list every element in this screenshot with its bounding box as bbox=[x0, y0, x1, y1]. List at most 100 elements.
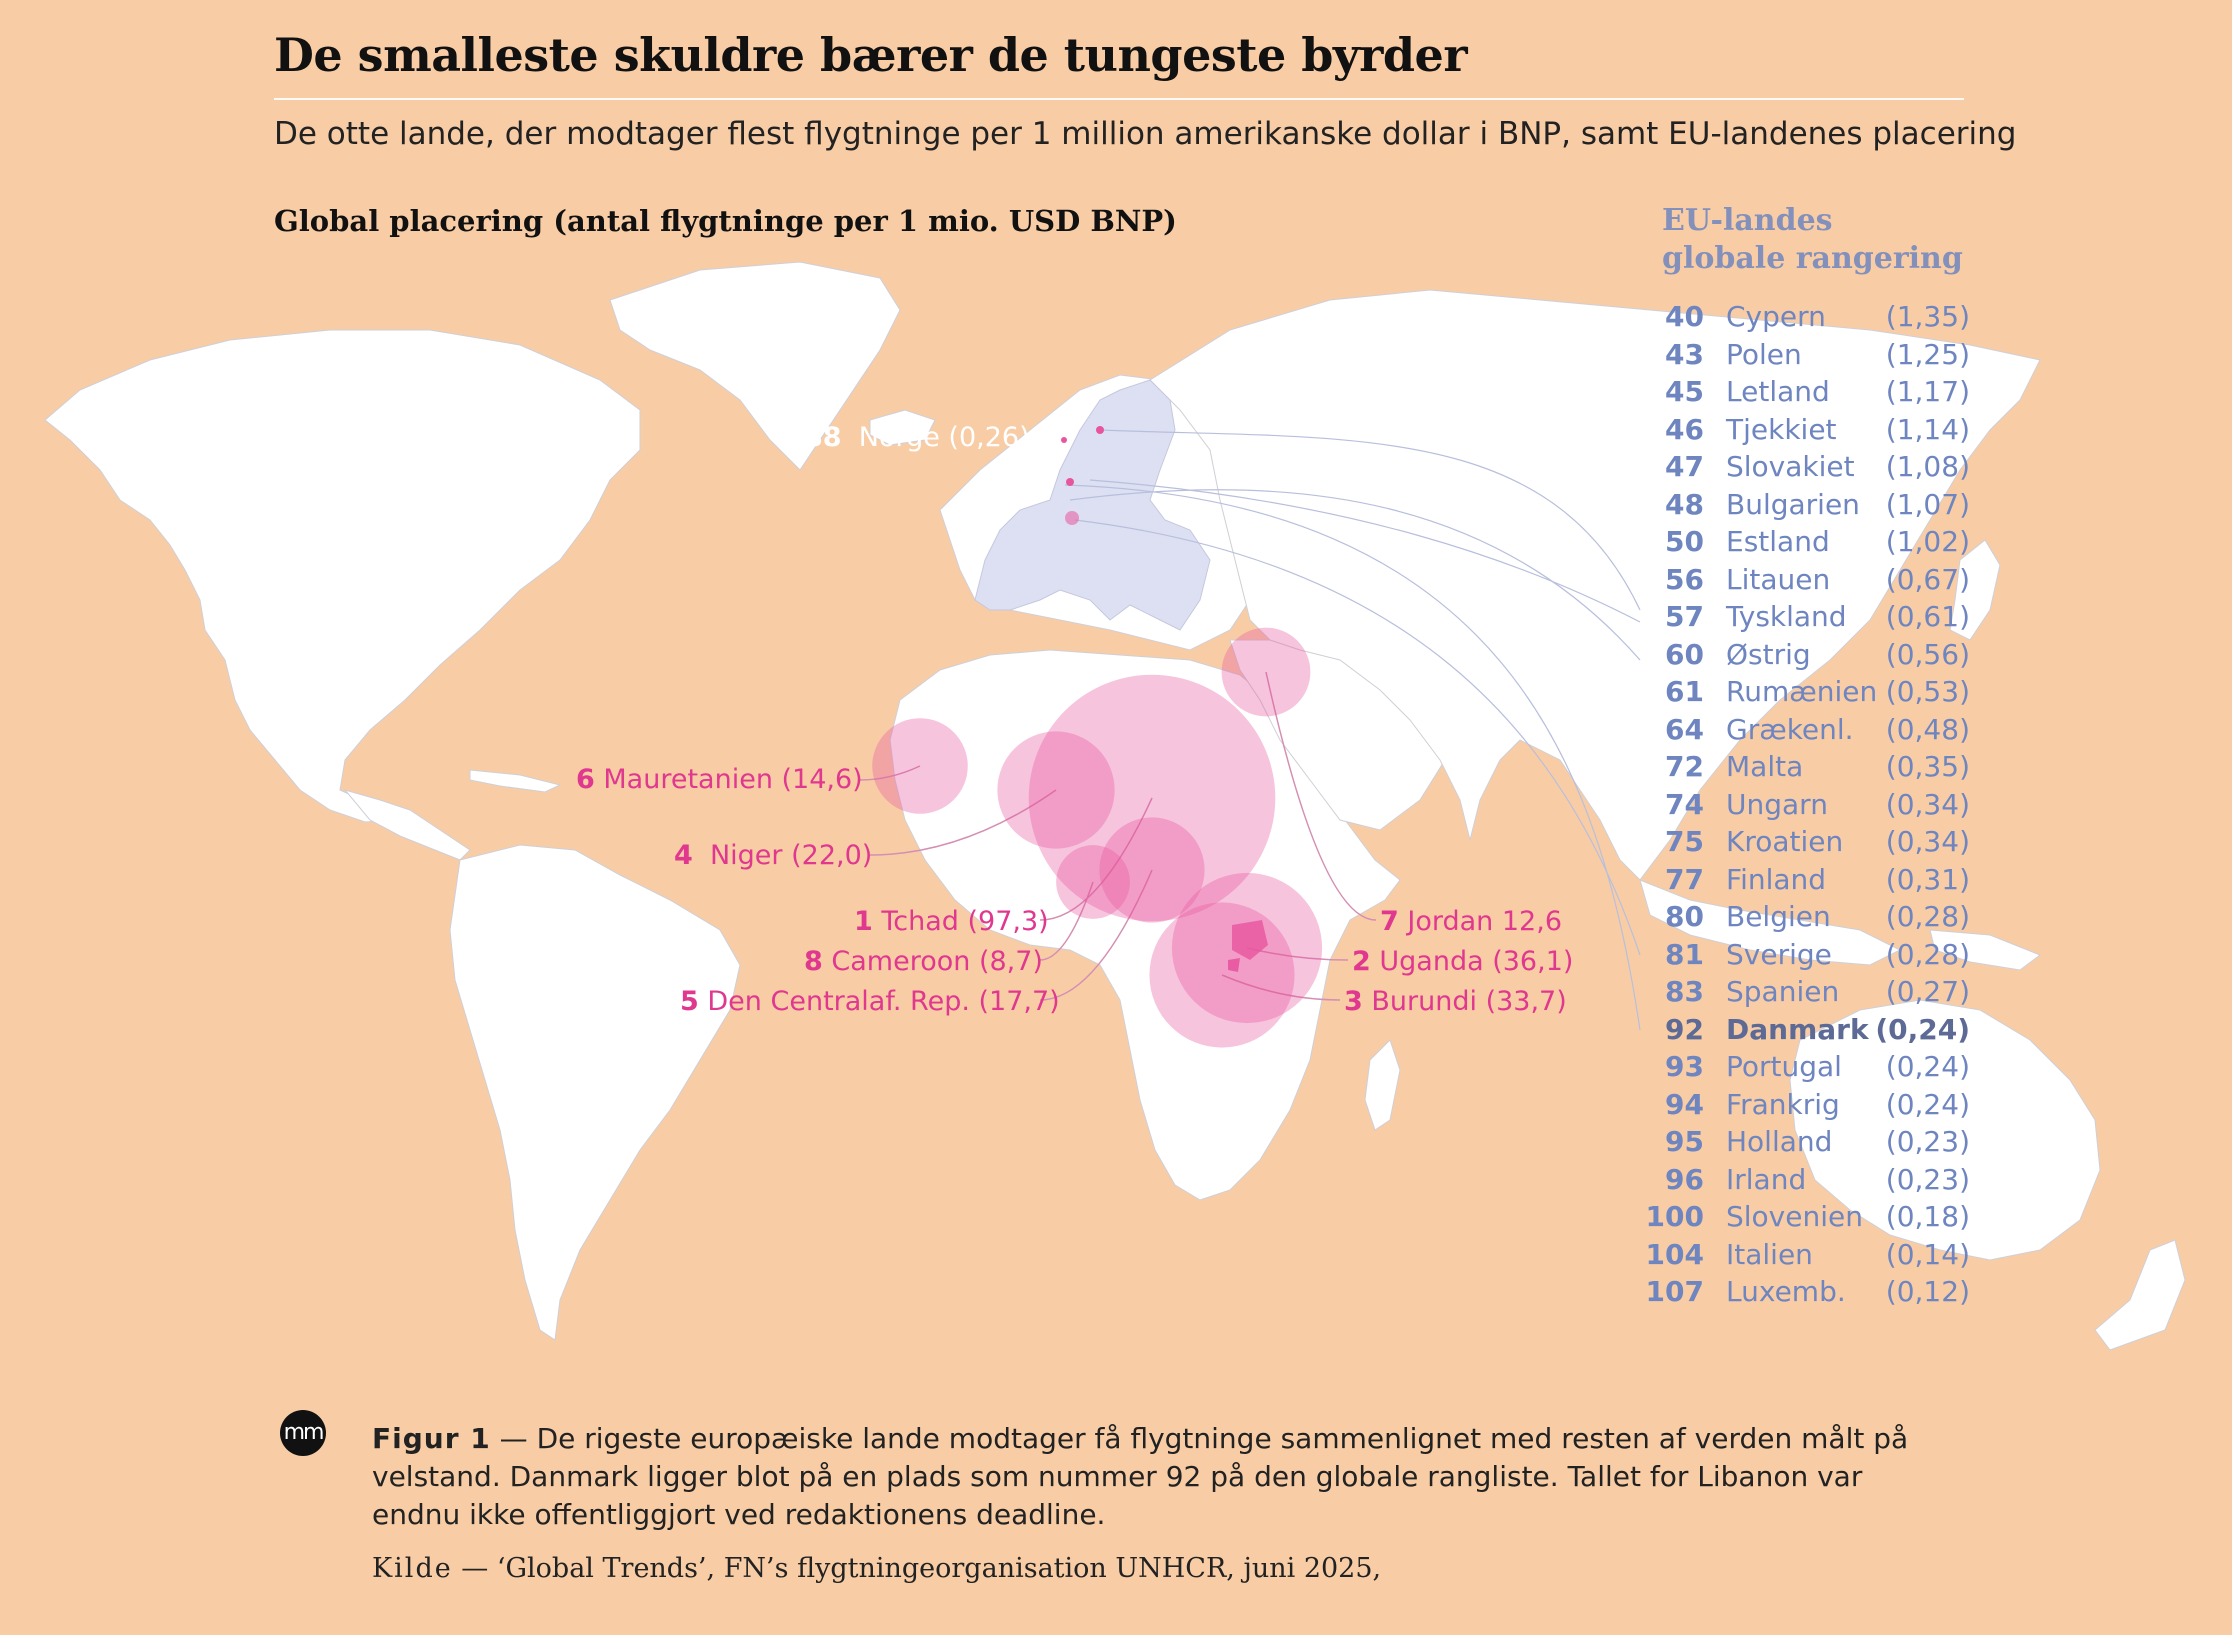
eu-row: 94 Frankrig (0,24) bbox=[1640, 1088, 1970, 1126]
eu-country: Holland bbox=[1726, 1125, 1833, 1158]
label-rank: 6 bbox=[576, 764, 595, 795]
eu-row: 104 Italien (0,14) bbox=[1640, 1238, 1970, 1276]
eu-country: Slovakiet bbox=[1726, 450, 1855, 483]
eu-value: (0,23) bbox=[1885, 1125, 1970, 1158]
eu-leader-line bbox=[1064, 484, 1641, 1031]
eu-rank: 60 bbox=[1665, 637, 1704, 671]
label-text: Norge (0,26) bbox=[858, 422, 1030, 453]
eu-country: Portugal bbox=[1726, 1050, 1842, 1083]
label-norge: 88 Norge (0,26) bbox=[804, 422, 1030, 453]
eu-row: 46 Tjekkiet (1,14) bbox=[1640, 413, 1970, 451]
eu-value: (1,02) bbox=[1885, 525, 1970, 558]
eu-rank: 96 bbox=[1665, 1162, 1704, 1196]
map-title: Global placering (antal flygtninge per 1… bbox=[274, 204, 1177, 238]
land-north-america bbox=[44, 329, 641, 823]
eu-value: (0,48) bbox=[1885, 712, 1970, 746]
eu-value: (0,24) bbox=[1875, 1012, 1970, 1046]
eu-country: Ungarn bbox=[1726, 787, 1828, 821]
eu-dot bbox=[1065, 511, 1079, 525]
land-madagascar bbox=[1364, 1039, 1401, 1131]
eu-country: Letland bbox=[1726, 375, 1830, 408]
eu-country: Belgien bbox=[1726, 900, 1831, 933]
source-line: Kilde — ‘Global Trends’, FN’s flygtninge… bbox=[372, 1553, 1381, 1584]
label-rank: 8 bbox=[804, 946, 823, 977]
eu-leader-line bbox=[1069, 489, 1641, 661]
label-niger: 4 Niger (22,0) bbox=[674, 840, 872, 871]
label-text: Cameroon (8,7) bbox=[831, 946, 1043, 977]
eu-row: 107 Luxemb. (0,12) bbox=[1640, 1275, 1970, 1313]
label-burundi: 3 Burundi (33,7) bbox=[1344, 986, 1567, 1017]
eu-country: Irland bbox=[1726, 1162, 1807, 1196]
eu-row: 75 Kroatien (0,34) bbox=[1640, 825, 1970, 863]
eu-country: Malta bbox=[1726, 750, 1804, 783]
leader-line bbox=[1039, 797, 1153, 921]
eu-row: 72 Malta (0,35) bbox=[1640, 750, 1970, 788]
eu-country: Bulgarien bbox=[1726, 487, 1860, 521]
label-rank: 3 bbox=[1344, 986, 1363, 1017]
label-rank: 88 bbox=[804, 422, 842, 453]
land-central-america bbox=[343, 789, 471, 861]
eu-country: Tjekkiet bbox=[1726, 412, 1837, 446]
eu-value: (0,61) bbox=[1885, 600, 1970, 633]
eu-row: 57 Tyskland (0,61) bbox=[1640, 600, 1970, 638]
label-text: Uganda (36,1) bbox=[1379, 946, 1574, 977]
logo: mm bbox=[280, 1410, 326, 1456]
eu-row: 64 Grækenl. (0,48) bbox=[1640, 713, 1970, 751]
eu-row: 61 Rumænien (0,53) bbox=[1640, 675, 1970, 713]
land-iceland bbox=[869, 409, 936, 446]
bubble-burundi bbox=[1149, 902, 1295, 1048]
label-mauretanien: 6 Mauretanien (14,6) bbox=[576, 764, 863, 795]
leader-line bbox=[1265, 671, 1377, 921]
bubble-niger bbox=[997, 731, 1115, 849]
bubble-jordan bbox=[1221, 627, 1311, 717]
land-new-guinea bbox=[1929, 929, 2042, 971]
eu-value: (1,35) bbox=[1885, 300, 1970, 333]
eu-value: (0,14) bbox=[1885, 1237, 1970, 1271]
land-japan bbox=[1949, 539, 2001, 641]
leader-line bbox=[1039, 869, 1153, 1001]
eu-country: Danmark bbox=[1726, 1012, 1869, 1046]
eu-ranking-list: 40 Cypern (1,35) 43 Polen (1,25) 45 Letland (1,1… bbox=[1640, 300, 1970, 1313]
eu-rank: 80 bbox=[1665, 900, 1704, 933]
eu-rank: 50 bbox=[1665, 525, 1704, 558]
eu-value: (0,67) bbox=[1885, 562, 1970, 596]
eu-value: (0,23) bbox=[1885, 1162, 1970, 1196]
eu-row: 47 Slovakiet (1,08) bbox=[1640, 450, 1970, 488]
eu-value: (0,31) bbox=[1885, 862, 1970, 896]
eu-country: Spanien bbox=[1726, 975, 1840, 1008]
eu-country: Litauen bbox=[1726, 562, 1831, 596]
eu-rank: 72 bbox=[1665, 750, 1704, 783]
eu-row: 83 Spanien (0,27) bbox=[1640, 975, 1970, 1013]
land-australia bbox=[1789, 999, 2101, 1261]
land-indonesia bbox=[1639, 879, 1902, 966]
burundi-fill bbox=[1228, 958, 1240, 972]
label-rank: 5 bbox=[680, 986, 699, 1017]
eu-leader-line bbox=[1099, 429, 1641, 611]
land-south-america bbox=[449, 844, 741, 1341]
eu-rank: 74 bbox=[1665, 787, 1704, 821]
land-asia bbox=[1149, 289, 2041, 881]
eu-row: 100 Slovenien (0,18) bbox=[1640, 1200, 1970, 1238]
label-rank: 7 bbox=[1380, 906, 1399, 937]
label-text: Tchad (97,3) bbox=[881, 906, 1049, 937]
eu-rank: 40 bbox=[1665, 300, 1704, 333]
eu-value: (1,14) bbox=[1885, 412, 1970, 446]
eu-rank: 75 bbox=[1665, 825, 1704, 858]
source-label: Kilde bbox=[372, 1553, 453, 1584]
eu-rank: 94 bbox=[1665, 1087, 1704, 1121]
eu-row: 92 Danmark (0,24) bbox=[1640, 1013, 1970, 1051]
label-text: Burundi (33,7) bbox=[1371, 986, 1567, 1017]
eu-heading-line1: EU-landes bbox=[1662, 203, 1833, 238]
eu-row: 56 Litauen (0,67) bbox=[1640, 563, 1970, 601]
eu-rank: 100 bbox=[1645, 1200, 1704, 1233]
title-rule bbox=[274, 98, 1964, 100]
label-text: Mauretanien (14,6) bbox=[603, 764, 863, 795]
eu-country: Slovenien bbox=[1726, 1200, 1863, 1233]
eu-value: (1,08) bbox=[1885, 450, 1970, 483]
eu-row: 45 Letland (1,17) bbox=[1640, 375, 1970, 413]
eu-row: 60 Østrig (0,56) bbox=[1640, 638, 1970, 676]
eu-rank: 57 bbox=[1665, 600, 1704, 633]
eu-rank: 46 bbox=[1665, 412, 1704, 446]
eu-value: (0,56) bbox=[1885, 637, 1970, 671]
uganda-fill bbox=[1232, 920, 1268, 960]
